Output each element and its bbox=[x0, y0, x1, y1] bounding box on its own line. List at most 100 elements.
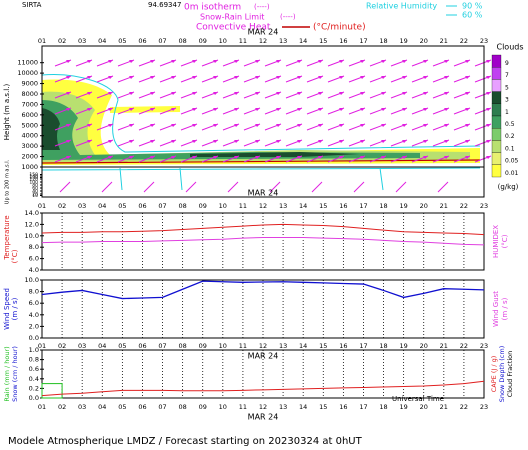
wind-arrow-head bbox=[171, 60, 176, 63]
snow-rain-key: (----) bbox=[280, 13, 296, 21]
wind-arrow-head bbox=[444, 124, 449, 127]
y2-axis-label-3: Cloud Fraction bbox=[506, 351, 514, 398]
y2-axis-label: HUMIDEX bbox=[492, 225, 500, 258]
wind-arrow-head bbox=[234, 156, 239, 159]
hour-label: 07 bbox=[158, 202, 166, 210]
hour-label: 09 bbox=[199, 202, 207, 210]
wind-arrow-head bbox=[465, 124, 470, 127]
colorbar-swatch bbox=[491, 140, 502, 153]
y-tick-label: 2.0 bbox=[29, 322, 39, 330]
hour-label: 19 bbox=[399, 342, 407, 350]
y-axis-unit: (m / s) bbox=[11, 297, 19, 320]
wind-arrow-head bbox=[297, 92, 302, 95]
wind-arrow-head bbox=[255, 156, 260, 159]
hour-label: 18 bbox=[379, 342, 387, 350]
hour-label: 04 bbox=[98, 342, 106, 350]
rh: Relative Humidity bbox=[366, 2, 437, 11]
hour-label: 02 bbox=[58, 342, 66, 350]
wind-arrow-head bbox=[318, 140, 323, 143]
wind-arrow-head bbox=[402, 156, 407, 159]
hour-label: 14 bbox=[299, 342, 307, 350]
wind-arrow-head bbox=[318, 92, 323, 95]
wind-arrow-head bbox=[444, 92, 449, 95]
y-tick-label: 9000 bbox=[21, 80, 38, 88]
low-axis-label: Up to 200 m a.s.l. bbox=[5, 159, 11, 204]
hour-label: 03 bbox=[78, 403, 86, 411]
y2-axis-label: CAPE (J / g) bbox=[490, 356, 498, 393]
hour-label: 08 bbox=[178, 403, 186, 411]
wind-arrow-head bbox=[486, 140, 491, 143]
y-tick-label: 0.0 bbox=[29, 394, 39, 402]
hour-label: 12 bbox=[259, 342, 267, 350]
wind-arrow-head bbox=[234, 124, 239, 127]
cloud-field bbox=[41, 74, 481, 191]
wind-arrow-head bbox=[66, 60, 71, 63]
date-label: MAR 24 bbox=[248, 189, 279, 198]
wind-arrow-head bbox=[66, 92, 71, 95]
wind-arrow-head bbox=[108, 76, 113, 79]
wind-arrow bbox=[185, 181, 197, 193]
wind-arrow-head bbox=[318, 108, 323, 111]
hour-label: 06 bbox=[138, 342, 146, 350]
hour-label: 11 bbox=[239, 342, 247, 350]
wind-arrow bbox=[395, 181, 407, 193]
y-tick-label: 0.6 bbox=[29, 365, 39, 373]
hour-label: 01 bbox=[38, 403, 46, 411]
hour-label: 08 bbox=[178, 202, 186, 210]
wind-arrow-head bbox=[381, 140, 386, 143]
hour-label: 09 bbox=[199, 403, 207, 411]
low-tick-label: 130 bbox=[29, 175, 38, 181]
wind-arrow-head bbox=[150, 156, 155, 159]
wind-arrow-head bbox=[339, 156, 344, 159]
wind-arrow-head bbox=[423, 124, 428, 127]
wind-arrow-head bbox=[213, 92, 218, 95]
hour-label: 21 bbox=[440, 403, 448, 411]
hour-label: 16 bbox=[339, 403, 347, 411]
plot-area bbox=[42, 46, 484, 197]
x-axis-label: Universal Time bbox=[392, 395, 444, 403]
wind-arrow-head bbox=[444, 76, 449, 79]
hour-label: 13 bbox=[279, 403, 287, 411]
hour-label: 02 bbox=[58, 37, 66, 45]
hour-label: 20 bbox=[420, 403, 428, 411]
isotherm: 0m isotherm bbox=[184, 3, 241, 13]
low-tick-label: 10 bbox=[32, 193, 38, 199]
hour-label: 05 bbox=[118, 403, 126, 411]
wind-arrow-head bbox=[297, 140, 302, 143]
wind-arrow-head bbox=[486, 156, 491, 159]
wind-arrow-head bbox=[234, 76, 239, 79]
wind-arrow-head bbox=[360, 92, 365, 95]
hour-label: 23 bbox=[480, 403, 488, 411]
colorbar-label: 3 bbox=[505, 97, 509, 104]
wind-arrow-head bbox=[192, 124, 197, 127]
wind-arrow-head bbox=[360, 124, 365, 127]
wind-arrow-head bbox=[297, 156, 302, 159]
wind-arrow-head bbox=[465, 156, 470, 159]
hour-label: 15 bbox=[319, 403, 327, 411]
wind-arrow-head bbox=[213, 76, 218, 79]
wind-arrow-head bbox=[87, 76, 92, 79]
wind-arrow-head bbox=[108, 92, 113, 95]
hour-label: 17 bbox=[359, 403, 367, 411]
hour-label: 19 bbox=[399, 37, 407, 45]
wind-arrow-head bbox=[360, 76, 365, 79]
wind-arrow-head bbox=[129, 140, 134, 143]
rh-contour bbox=[41, 167, 481, 191]
wind-arrow-head bbox=[87, 156, 92, 159]
wind-arrow-head bbox=[150, 60, 155, 63]
hour-label: 17 bbox=[359, 342, 367, 350]
convective: Convective Heat bbox=[196, 23, 271, 33]
hour-label: 19 bbox=[399, 403, 407, 411]
colorbar-label: 1 bbox=[505, 109, 509, 116]
wind-arrow-head bbox=[255, 124, 260, 127]
wind-arrow-head bbox=[276, 140, 281, 143]
wind-arrow-head bbox=[276, 92, 281, 95]
y-axis-unit: (°C) bbox=[11, 249, 19, 263]
hour-label: 18 bbox=[379, 202, 387, 210]
wind-arrow-head bbox=[171, 156, 176, 159]
wind-arrow bbox=[437, 181, 449, 193]
y-tick-label: 8.0 bbox=[29, 243, 39, 251]
wind-arrow-head bbox=[423, 140, 428, 143]
station: SIRTA bbox=[22, 1, 42, 9]
wind-arrow-head bbox=[381, 60, 386, 63]
